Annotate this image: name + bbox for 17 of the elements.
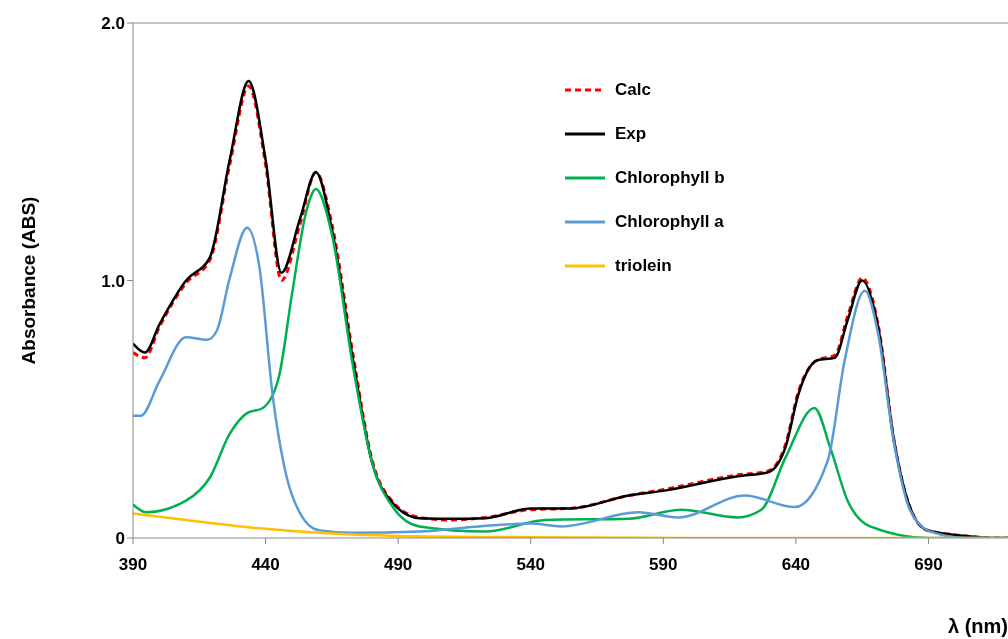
legend-label: Calc [615,80,651,100]
x-tick-label: 590 [649,555,678,575]
legend-label: triolein [615,256,672,276]
x-tick-label: 690 [914,555,943,575]
y-tick-label: 0 [115,529,125,549]
y-tick-label: 1.0 [101,271,125,291]
y-tick-label: 2.0 [101,14,125,34]
x-tick-label: 490 [383,555,413,575]
x-tick-label: 440 [251,555,280,575]
legend-label: Chlorophyll a [615,212,724,232]
x-tick-label: 540 [516,555,545,575]
x-axis-title: λ (nm) [948,615,1008,638]
y-axis-title: Absorbance (ABS) [17,196,39,365]
x-tick-label: 640 [781,555,811,575]
x-tick-label: 390 [118,555,148,575]
legend-label: Exp [615,124,647,144]
legend-label: Chlorophyll b [615,168,725,188]
